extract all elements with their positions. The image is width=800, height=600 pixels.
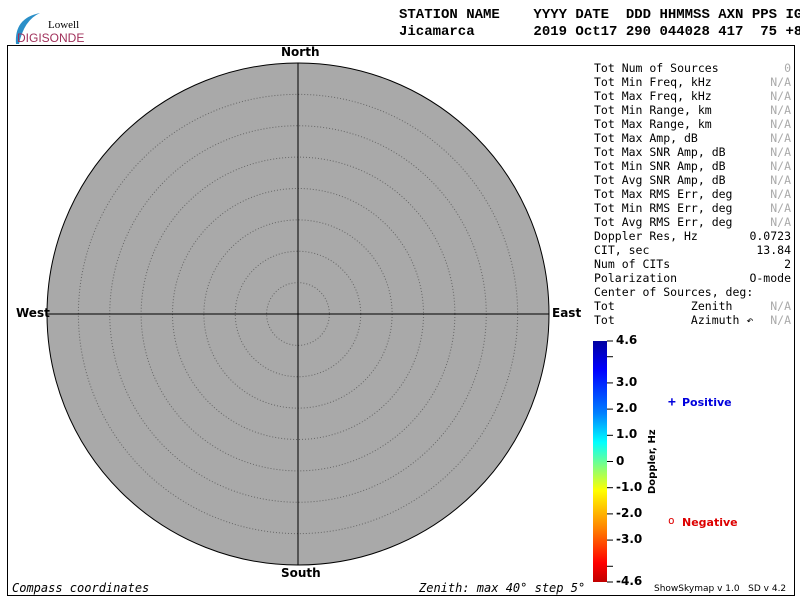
- negative-legend-label: Negative: [682, 516, 738, 529]
- stat-value: N/A: [770, 215, 791, 229]
- stat-label: Tot Min SNR Amp, dB: [594, 159, 726, 173]
- stat-value: N/A: [770, 187, 791, 201]
- stat-label: Tot Zenith: [594, 299, 733, 313]
- header-values: Jicamarca 2019 Oct17 290 044028 417 75 +…: [399, 24, 800, 40]
- colorbar-tick-label: 0: [616, 453, 625, 468]
- colorbar-tick-label: -2.0: [616, 505, 643, 520]
- stat-value: 0: [784, 61, 791, 75]
- stat-row: Tot Avg SNR Amp, dB N/A: [594, 173, 791, 187]
- stat-label: Tot Max SNR Amp, dB: [594, 145, 726, 159]
- stat-row: Tot Avg RMS Err, deg N/A: [594, 215, 791, 229]
- stat-value: N/A: [770, 299, 791, 313]
- stat-label: Tot Min RMS Err, deg: [594, 201, 733, 215]
- stat-row: Tot Num of Sources 0: [594, 61, 791, 75]
- stat-label: Tot Max Range, km: [594, 117, 712, 131]
- colorbar-ticks: [607, 340, 613, 583]
- stat-row: Tot Max Freq, kHz N/A: [594, 89, 791, 103]
- north-label: North: [281, 45, 320, 59]
- doppler-colorbar: [593, 341, 607, 582]
- footer-coordinates: Compass coordinates: [12, 581, 150, 595]
- stat-label: Tot Num of Sources: [594, 61, 719, 75]
- header-labels: STATION NAME YYYY DATE DDD HHMMSS AXN PP…: [399, 7, 800, 23]
- logo-swoosh-icon: [15, 13, 40, 44]
- stat-row: Tot Min Range, km N/A: [594, 103, 791, 117]
- stat-label: Tot Azimuth ↶: [594, 313, 754, 327]
- colorbar-tick-label: 1.0: [616, 427, 638, 442]
- colorbar-label: Doppler, Hz: [647, 429, 658, 494]
- colorbar-tick-label: 2.0: [616, 401, 638, 416]
- stat-row: Tot Max RMS Err, deg N/A: [594, 187, 791, 201]
- stat-value: O-mode: [749, 271, 791, 285]
- stat-label: Tot Min Freq, kHz: [594, 75, 712, 89]
- stat-label: Tot Avg RMS Err, deg: [594, 215, 733, 229]
- footer-version: ShowSkymap v 1.0 SD v 4.2: [654, 584, 787, 594]
- stat-row: Tot Max Amp, dB N/A: [594, 131, 791, 145]
- stat-label: Tot Max Freq, kHz: [594, 89, 712, 103]
- stat-value: N/A: [770, 75, 791, 89]
- stat-label: Tot Max Amp, dB: [594, 131, 698, 145]
- stat-row: Tot Max SNR Amp, dB N/A: [594, 145, 791, 159]
- colorbar-tick-label: -1.0: [616, 479, 643, 494]
- stat-value: N/A: [770, 145, 791, 159]
- stat-value: N/A: [770, 117, 791, 131]
- footer-zenith: Zenith: max 40° step 5°: [419, 581, 586, 595]
- stat-label: Tot Avg SNR Amp, dB: [594, 173, 726, 187]
- stat-value: N/A: [770, 173, 791, 187]
- stat-value: 2: [784, 257, 791, 271]
- stat-label: Num of CITs: [594, 257, 671, 271]
- stat-value: N/A: [770, 313, 791, 327]
- colorbar-tick-label: -4.6: [616, 574, 643, 588]
- stat-value: 0.0723: [749, 229, 791, 243]
- stat-label: CIT, sec: [594, 243, 650, 257]
- negative-marker-icon: o: [668, 514, 675, 527]
- south-label: South: [281, 566, 321, 580]
- stat-label: Polarization: [594, 271, 678, 285]
- stat-row: Tot Max Range, km N/A: [594, 117, 791, 131]
- stat-value: N/A: [770, 103, 791, 117]
- stat-value: N/A: [770, 89, 791, 103]
- stat-label: Tot Min Range, km: [594, 103, 712, 117]
- skymap-frame: [7, 45, 795, 596]
- stat-value: N/A: [770, 131, 791, 145]
- stat-row: Tot Azimuth ↶ N/A: [594, 313, 791, 327]
- stat-row: CIT, sec 13.84: [594, 243, 791, 257]
- stat-row: Tot Zenith N/A: [594, 299, 791, 313]
- stat-label: Center of Sources, deg:: [594, 285, 754, 299]
- stat-row: Doppler Res, Hz 0.0723: [594, 229, 791, 243]
- positive-legend-label: Positive: [682, 396, 732, 409]
- stat-value: N/A: [770, 201, 791, 215]
- colorbar-tick-label: -3.0: [616, 532, 643, 547]
- stat-value: N/A: [770, 159, 791, 173]
- logo-text-lowell: Lowell: [48, 19, 80, 31]
- logo-text-digisonde: DIGISONDE: [17, 31, 85, 45]
- west-label: West: [16, 306, 50, 320]
- positive-marker-icon: +: [668, 395, 676, 410]
- digisonde-logo: Lowell DIGISONDE: [10, 10, 90, 46]
- stat-label: Tot Max RMS Err, deg: [594, 187, 733, 201]
- colorbar-tick-label: 3.0: [616, 374, 638, 389]
- colorbar-tick-label: 4.6: [616, 333, 638, 347]
- stat-label: Doppler Res, Hz: [594, 229, 698, 243]
- stat-value: 13.84: [756, 243, 791, 257]
- stat-row: Num of CITs 2: [594, 257, 791, 271]
- stat-row: Center of Sources, deg:: [594, 285, 791, 299]
- east-label: East: [552, 306, 582, 320]
- stat-row: Tot Min RMS Err, deg N/A: [594, 201, 791, 215]
- stat-row: Polarization O-mode: [594, 271, 791, 285]
- stat-row: Tot Min SNR Amp, dB N/A: [594, 159, 791, 173]
- stat-row: Tot Min Freq, kHz N/A: [594, 75, 791, 89]
